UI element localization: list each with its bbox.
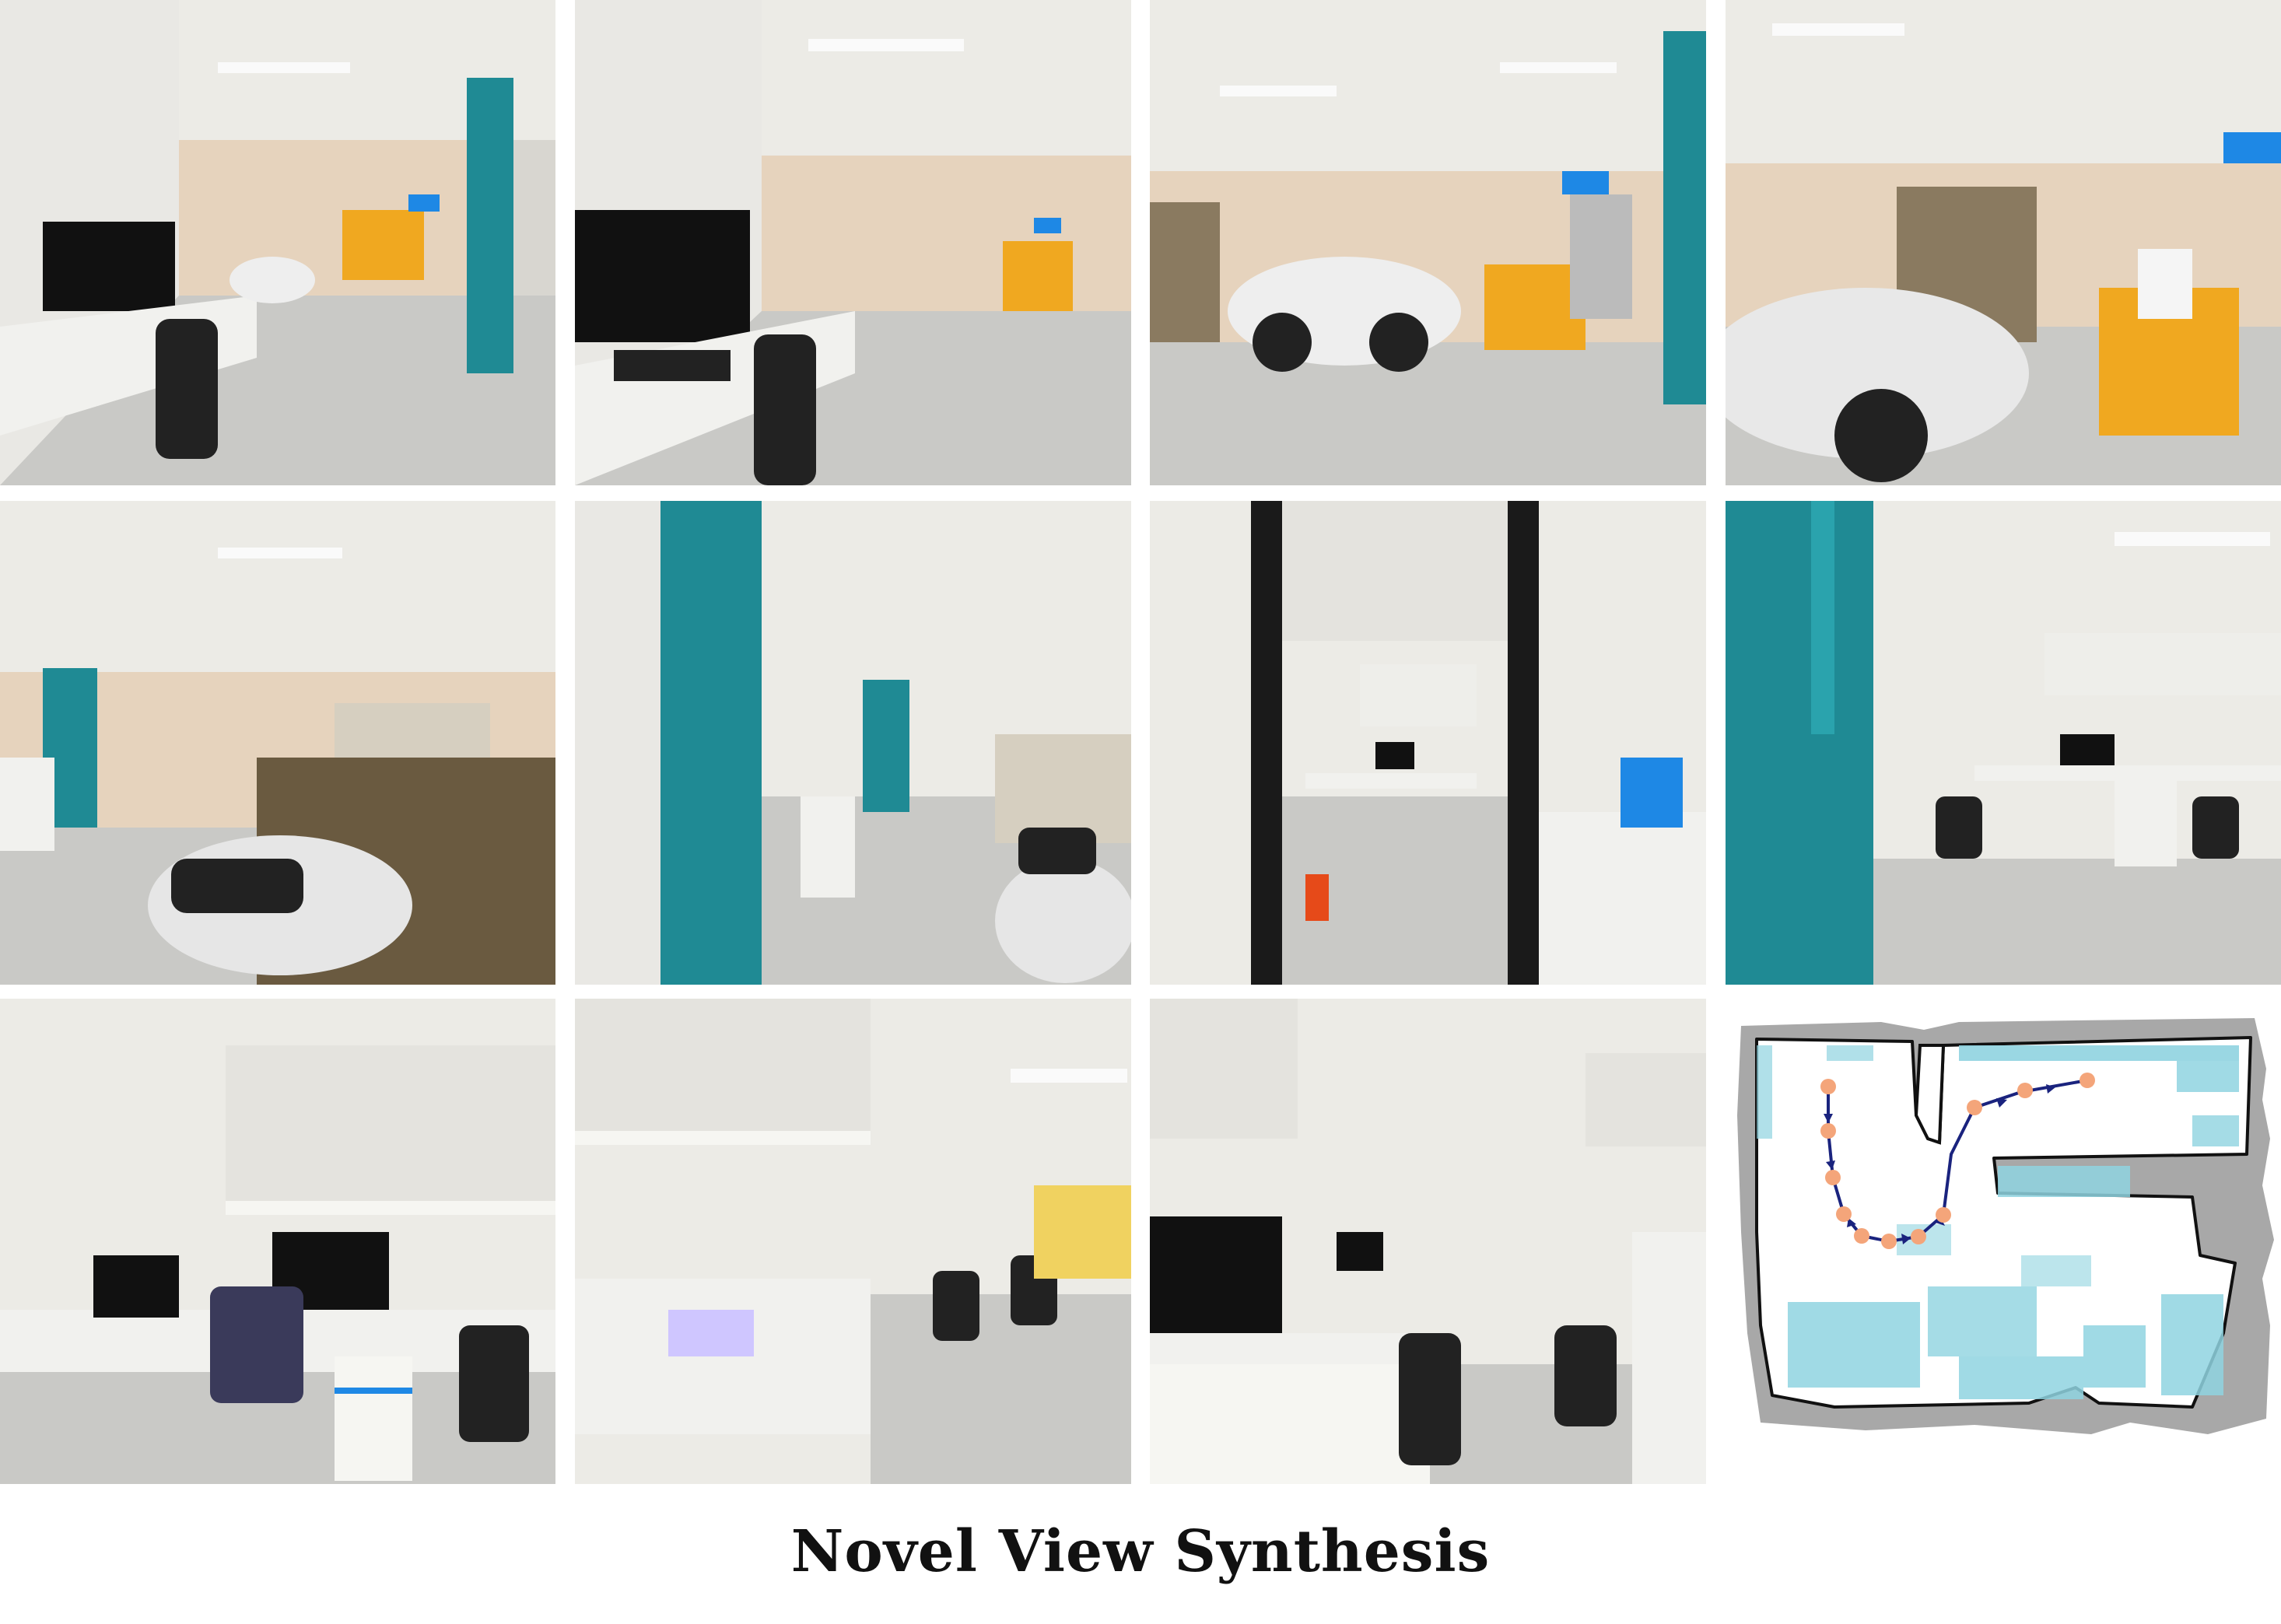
point-cloud: [1757, 1045, 2239, 1399]
novel-view-5: [0, 501, 555, 985]
trajectory-waypoints: [1820, 1073, 2095, 1249]
novel-view-11: [1150, 999, 1706, 1484]
figure-caption: Novel View Synthesis: [790, 1518, 1491, 1585]
novel-view-10: [575, 999, 1131, 1484]
novel-view-2: [575, 0, 1131, 485]
trajectory-map: [1726, 999, 2281, 1484]
novel-view-1: [0, 0, 555, 485]
pillar: [1914, 1044, 1946, 1145]
novel-view-4: [1726, 0, 2281, 485]
novel-view-7: [1150, 501, 1706, 985]
novel-view-3: [1150, 0, 1706, 485]
novel-view-9: [0, 999, 555, 1484]
novel-view-6: [575, 501, 1131, 985]
novel-view-8: [1726, 501, 2281, 985]
